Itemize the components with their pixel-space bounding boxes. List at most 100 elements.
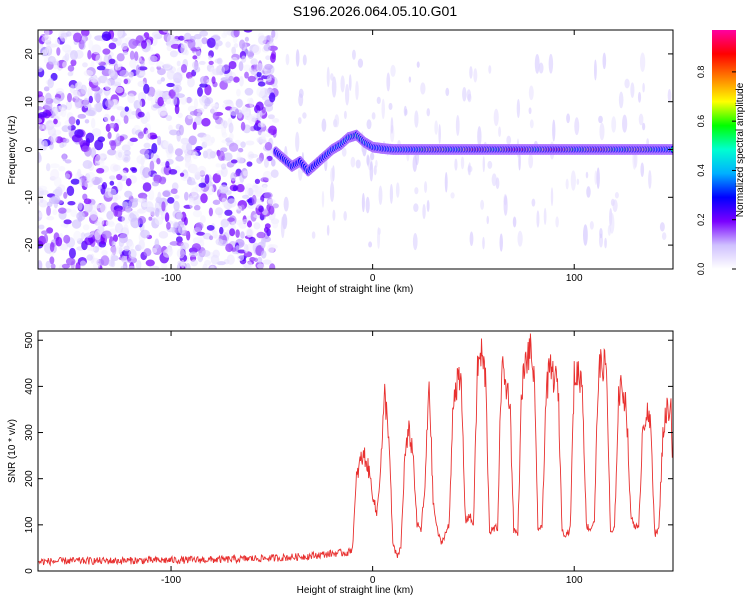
speckle-blob — [424, 181, 428, 193]
noise-blob — [91, 44, 102, 55]
speckle-blob — [413, 203, 419, 212]
noise-blob — [178, 124, 184, 136]
noise-blob — [258, 205, 264, 213]
noise-blob — [158, 231, 169, 239]
noise-blob — [246, 261, 253, 269]
noise-blob — [208, 207, 214, 217]
noise-blob — [47, 78, 54, 89]
speckle-blob — [598, 115, 603, 124]
noise-blob — [108, 68, 116, 77]
noise-blob — [96, 167, 105, 174]
noise-blob — [197, 165, 207, 176]
noise-blob — [188, 135, 197, 146]
top-y-axis-label: Frequency (Hz) — [7, 116, 18, 185]
noise-blob — [177, 112, 183, 119]
noise-blob — [90, 147, 97, 159]
noise-blob — [205, 148, 214, 160]
speckle-blob — [302, 112, 307, 119]
noise-blob — [200, 176, 205, 185]
noise-blob — [180, 43, 188, 55]
noise-blob — [256, 71, 262, 78]
noise-blob — [214, 42, 219, 50]
speckle-blob — [487, 160, 493, 169]
noise-blob — [180, 63, 188, 73]
speckle-blob — [599, 228, 603, 239]
noise-blob — [253, 257, 258, 263]
speckle-blob — [378, 185, 383, 205]
speckle-blob — [395, 182, 400, 198]
noise-blob — [166, 69, 175, 80]
noise-blob — [236, 254, 245, 262]
noise-blob — [109, 246, 120, 255]
noise-blob — [67, 71, 74, 77]
noise-blob — [151, 247, 158, 254]
noise-blob — [262, 184, 268, 194]
noise-blob — [174, 148, 183, 157]
noise-blob — [254, 186, 263, 197]
noise-blob — [200, 215, 206, 224]
noise-blob — [188, 197, 194, 209]
speckle-blob — [503, 195, 508, 216]
speckle-blob — [528, 107, 532, 115]
noise-blob — [208, 235, 214, 241]
noise-blob — [64, 173, 71, 180]
noise-blob — [127, 256, 138, 264]
noise-blob — [140, 229, 150, 239]
speckle-blob — [473, 68, 478, 83]
speckle-blob — [612, 199, 618, 212]
noise-blob — [98, 177, 103, 184]
x-tick-label: 0 — [370, 575, 376, 586]
noise-blob — [242, 219, 249, 224]
colorbar: 0.0 0.2 0.4 0.6 0.8 Normalized spectral ampl… — [696, 30, 746, 275]
noise-blob — [139, 148, 150, 155]
noise-blob — [215, 238, 224, 246]
noise-blob — [83, 202, 93, 213]
speckle-blob — [586, 186, 591, 198]
speckle-blob — [334, 114, 340, 128]
noise-blob — [38, 185, 48, 191]
noise-blob — [246, 220, 252, 228]
noise-blob — [114, 64, 122, 71]
speckle-blob — [552, 119, 556, 142]
noise-blob — [60, 107, 67, 118]
noise-blob — [257, 122, 266, 128]
noise-blob — [193, 33, 202, 40]
noise-blob — [160, 111, 168, 116]
noise-blob — [93, 103, 100, 110]
speckle-blob — [630, 82, 635, 98]
speckle-blob — [403, 105, 407, 117]
noise-blob — [72, 90, 81, 99]
noise-blob — [155, 61, 165, 68]
speckle-blob — [357, 58, 364, 68]
noise-blob — [67, 65, 75, 72]
noise-blob — [247, 50, 254, 59]
noise-blob — [86, 171, 96, 182]
speckle-blob — [450, 192, 455, 199]
noise-blob — [76, 211, 86, 222]
noise-blob — [257, 81, 266, 87]
noise-blob — [232, 185, 238, 192]
noise-blob — [69, 50, 78, 61]
noise-blob — [143, 142, 151, 149]
noise-blob — [244, 87, 254, 96]
y-tick-label: 10 — [24, 96, 35, 108]
noise-blob — [191, 243, 201, 252]
noise-blob — [148, 216, 153, 221]
noise-blob — [103, 113, 110, 123]
noise-blob — [263, 191, 273, 199]
noise-blob — [194, 39, 203, 50]
noise-blob — [77, 168, 82, 177]
noise-blob — [106, 210, 114, 221]
speckle-blob — [624, 78, 630, 89]
noise-blob — [46, 215, 55, 221]
noise-blob — [151, 180, 159, 187]
speckle-blob — [528, 85, 534, 101]
noise-blob — [38, 96, 47, 106]
noise-blob — [113, 30, 124, 38]
noise-blob — [119, 37, 128, 44]
speckle-blob — [298, 93, 304, 107]
speckle-blob — [414, 110, 419, 128]
noise-blob — [172, 72, 183, 84]
speckle-blob — [637, 91, 642, 103]
noise-blob — [38, 260, 43, 269]
